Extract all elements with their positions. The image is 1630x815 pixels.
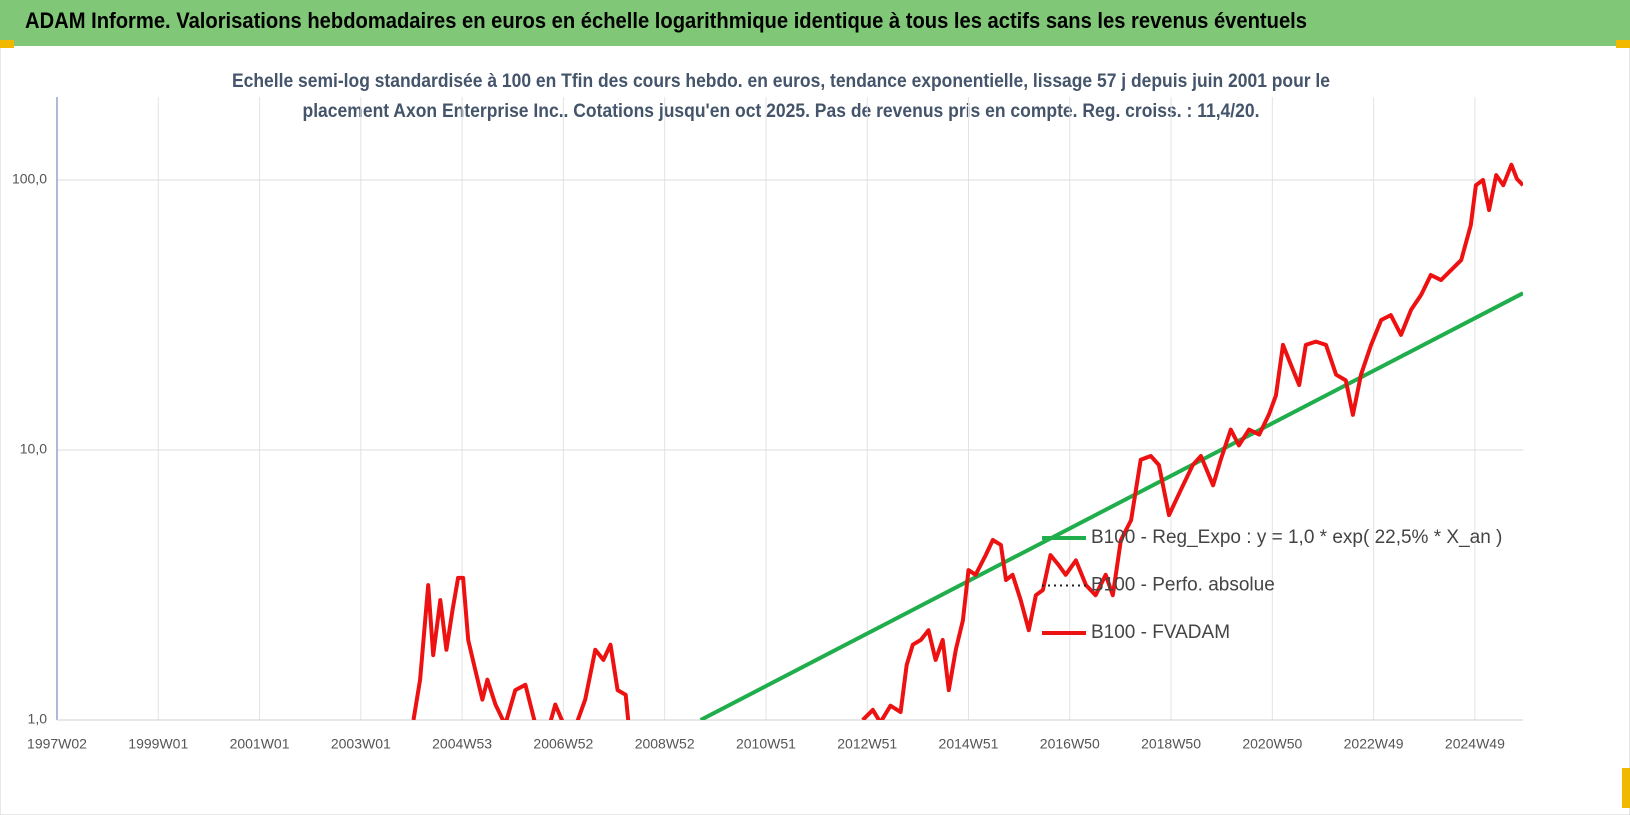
x-tick-label: 2004W53 bbox=[432, 736, 492, 752]
legend-label: B100 - FVADAM bbox=[1091, 622, 1230, 643]
x-tick-label: 2020W50 bbox=[1242, 736, 1302, 752]
legend-label: B100 - Reg_Expo : y = 1,0 * exp( 22,5% *… bbox=[1091, 527, 1502, 548]
x-tick-label: 2006W52 bbox=[533, 736, 593, 752]
x-tick-label: 2022W49 bbox=[1344, 736, 1404, 752]
legend-label: B100 - Perfo. absolue bbox=[1091, 575, 1275, 596]
corner bbox=[1622, 768, 1630, 808]
chart-title: Echelle semi-log standardisée à 100 en T… bbox=[232, 71, 1330, 92]
x-tick-label: 2003W01 bbox=[331, 736, 391, 752]
corner bbox=[1616, 40, 1630, 48]
x-tick-label: 2010W51 bbox=[736, 736, 796, 752]
x-tick-label: 2018W50 bbox=[1141, 736, 1201, 752]
header-title: ADAM Informe. Valorisations hebdomadaire… bbox=[25, 8, 1307, 33]
x-tick-label: 2001W01 bbox=[230, 736, 290, 752]
x-tick-label: 2016W50 bbox=[1040, 736, 1100, 752]
x-tick-label: 2008W52 bbox=[635, 736, 695, 752]
header-bar bbox=[0, 0, 1630, 46]
plot-area bbox=[411, 162, 1523, 720]
chart-title: placement Axon Enterprise Inc.. Cotation… bbox=[303, 101, 1260, 122]
x-tick-label: 2024W49 bbox=[1445, 736, 1505, 752]
corner bbox=[0, 40, 14, 48]
series-line bbox=[411, 162, 1523, 720]
x-tick-label: 1997W02 bbox=[27, 736, 87, 752]
series-line bbox=[699, 291, 1523, 720]
x-tick-label: 2014W51 bbox=[939, 736, 999, 752]
y-tick-label: 100,0 bbox=[12, 171, 47, 187]
x-tick-label: 1999W01 bbox=[128, 736, 188, 752]
y-tick-label: 1,0 bbox=[28, 711, 48, 727]
x-tick-label: 2012W51 bbox=[837, 736, 897, 752]
y-tick-label: 10,0 bbox=[20, 441, 47, 457]
